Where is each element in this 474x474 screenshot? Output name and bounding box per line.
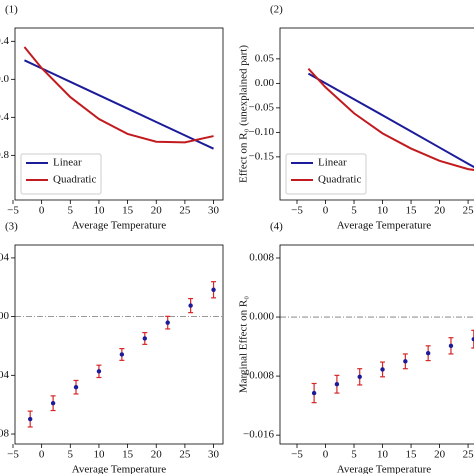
x-tick-label: 5 xyxy=(351,205,357,217)
legend-label: Linear xyxy=(53,157,82,169)
x-axis-label: Average Temperature xyxy=(72,220,167,232)
x-axis-label: Average Temperature xyxy=(337,220,432,232)
x-tick-label: 5 xyxy=(68,205,74,217)
y-tick-label: −0.4 xyxy=(0,111,9,123)
y-tick-label: −0.008 xyxy=(243,370,274,382)
plot-area xyxy=(307,67,474,171)
legend-label: Quadratic xyxy=(53,174,96,186)
x-tick-label: −5 xyxy=(7,205,19,217)
line xyxy=(23,46,214,144)
point xyxy=(311,390,317,396)
x-axis-label: Average Temperature xyxy=(337,464,432,474)
panel-title: (3) xyxy=(5,221,18,233)
x-tick-label: 5 xyxy=(68,449,74,461)
y-tick-label: 0.008 xyxy=(249,252,274,264)
y-tick-label: 0.05 xyxy=(255,52,275,64)
y-tick-label: 0.000 xyxy=(249,311,274,323)
point xyxy=(50,401,56,406)
point xyxy=(27,416,33,422)
x-tick-label: 20 xyxy=(151,449,163,461)
x-tick-label: 20 xyxy=(151,205,163,217)
y-tick-label: −0.016 xyxy=(243,429,274,441)
x-tick-label: 25 xyxy=(179,205,191,217)
point xyxy=(334,382,340,387)
y-tick-label: 0.00 xyxy=(255,77,275,89)
point xyxy=(357,374,362,380)
panel: (2) Average Temperature Effect on R₀ (unex… xyxy=(238,4,474,232)
line xyxy=(307,72,474,169)
y-tick-label: 0.0 xyxy=(0,73,10,85)
y-tick-label: −0.04 xyxy=(0,369,9,381)
y-tick-label: 0.04 xyxy=(0,251,10,263)
x-tick-label: 15 xyxy=(122,205,134,217)
y-tick-label: −0.10 xyxy=(249,126,275,138)
y-tick-label: −0.8 xyxy=(0,149,9,161)
panel-title: (4) xyxy=(270,221,283,233)
x-tick-label: 0 xyxy=(323,205,329,217)
x-tick-label: 0 xyxy=(39,205,45,217)
y-tick-label: −0.08 xyxy=(0,428,9,440)
point xyxy=(448,343,454,349)
legend-label: Quadratic xyxy=(318,174,361,186)
panel: (1) Average Temperature −5 0 5 10 15 20 25 30 0.4 0… xyxy=(0,4,224,232)
point xyxy=(165,320,170,325)
point xyxy=(119,352,125,357)
y-axis-label: Effect on R₀ (unexplained part) xyxy=(238,45,250,183)
panel-title: (1) xyxy=(5,4,18,16)
plot-area xyxy=(23,46,214,150)
axes-frame xyxy=(279,244,474,445)
y-tick-label: −0.15 xyxy=(249,150,275,162)
panel-title: (2) xyxy=(270,4,283,16)
y-tick-label: 0.4 xyxy=(0,35,10,47)
x-tick-label: 0 xyxy=(323,449,329,461)
point xyxy=(471,336,474,342)
axes-frame xyxy=(14,27,224,201)
x-tick-label: −5 xyxy=(7,449,19,461)
x-tick-label: 30 xyxy=(208,449,220,461)
point xyxy=(380,367,385,372)
legend-label: Linear xyxy=(318,157,347,169)
plot-area xyxy=(15,281,223,428)
x-tick-label: 25 xyxy=(179,449,191,461)
x-tick-label: 10 xyxy=(377,449,389,461)
point xyxy=(96,369,102,374)
x-tick-label: 10 xyxy=(93,205,105,217)
x-tick-label: −5 xyxy=(291,205,303,217)
x-tick-label: 30 xyxy=(208,205,220,217)
point xyxy=(142,336,147,341)
point xyxy=(403,359,408,364)
x-tick-label: 15 xyxy=(406,449,418,461)
point xyxy=(425,351,431,356)
x-tick-label: 15 xyxy=(406,205,418,217)
line xyxy=(307,67,474,171)
x-tick-label: 10 xyxy=(377,205,389,217)
axes-frame xyxy=(14,244,224,445)
x-tick-label: 20 xyxy=(434,205,446,217)
panel: (4) Average Temperature Marginal Effect on… xyxy=(238,221,474,474)
x-tick-label: 5 xyxy=(351,449,357,461)
x-axis-label: Average Temperature xyxy=(72,464,167,474)
x-tick-label: 20 xyxy=(434,449,446,461)
x-tick-label: 25 xyxy=(463,449,474,461)
x-tick-label: 15 xyxy=(122,449,134,461)
axes-frame xyxy=(279,27,474,201)
y-tick-label: 0.00 xyxy=(0,310,10,322)
plot-area xyxy=(280,316,474,404)
y-tick-label: −0.05 xyxy=(249,101,275,113)
panel: (3) Average Temperature −5 0 5 10 15 20 25 30 0.04… xyxy=(0,221,224,474)
x-tick-label: 25 xyxy=(463,205,474,217)
y-axis-label: Marginal Effect on R₀ xyxy=(238,296,250,393)
point xyxy=(211,287,216,292)
x-tick-label: −5 xyxy=(291,449,303,461)
x-tick-label: 0 xyxy=(39,449,45,461)
point xyxy=(73,385,79,390)
point xyxy=(188,303,193,308)
line xyxy=(24,59,214,150)
x-tick-label: 10 xyxy=(93,449,105,461)
